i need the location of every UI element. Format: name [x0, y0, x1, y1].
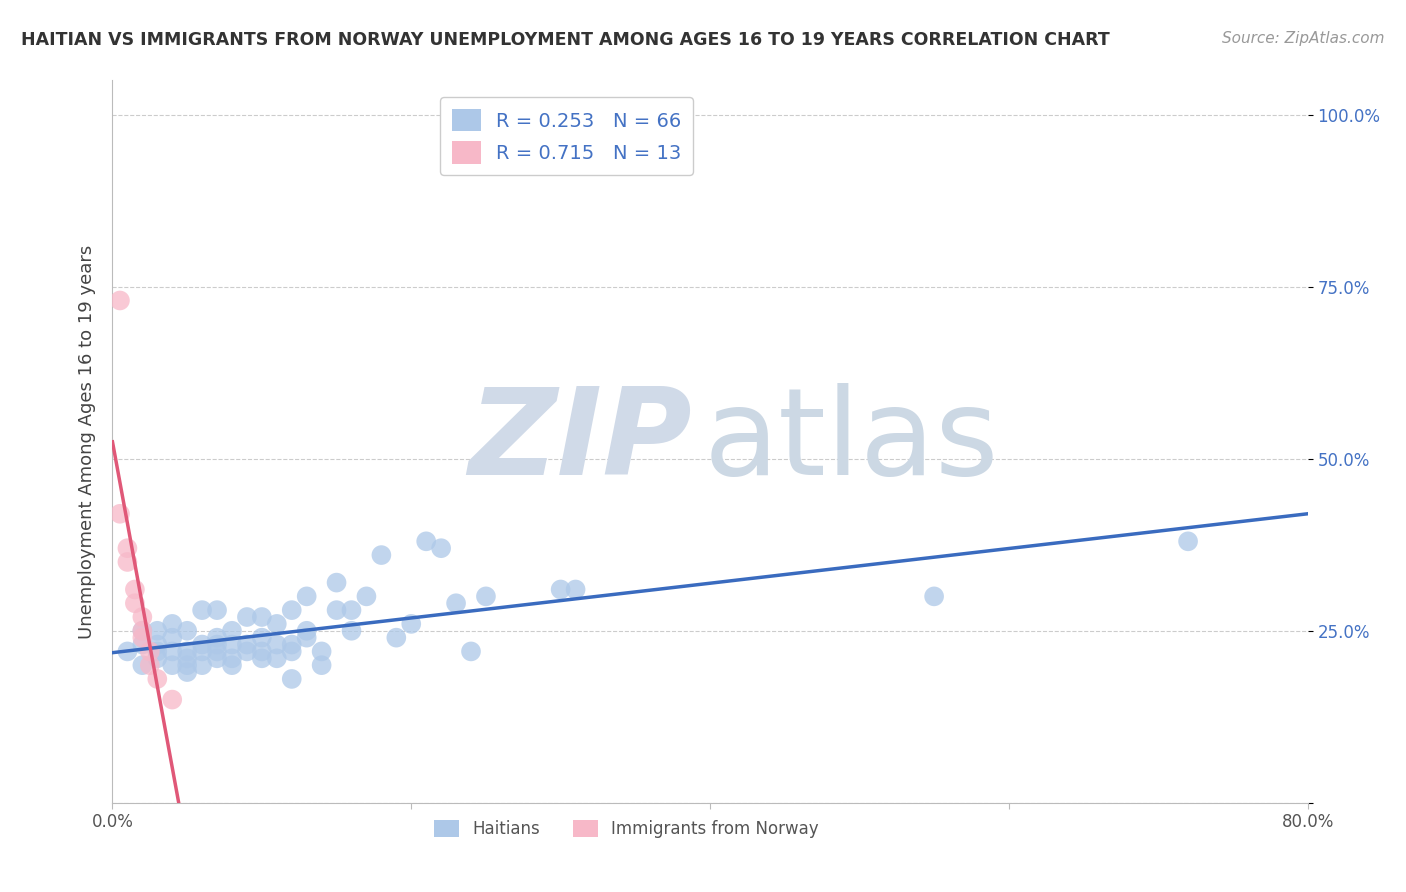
Point: [139, 658, 162, 673]
Point: [311, 644, 333, 658]
Point: [460, 644, 482, 658]
Text: ZIP: ZIP: [468, 383, 692, 500]
Point: [191, 644, 214, 658]
Point: [162, 692, 183, 706]
Point: [475, 590, 498, 604]
Text: HAITIAN VS IMMIGRANTS FROM NORWAY UNEMPLOYMENT AMONG AGES 16 TO 19 YEARS CORRELA: HAITIAN VS IMMIGRANTS FROM NORWAY UNEMPL…: [21, 31, 1109, 49]
Point: [221, 658, 243, 673]
Point: [295, 624, 318, 638]
Point: [295, 590, 318, 604]
Point: [266, 638, 288, 652]
Point: [146, 672, 169, 686]
Point: [205, 631, 228, 645]
Point: [236, 610, 259, 624]
Point: [250, 631, 273, 645]
Point: [146, 651, 169, 665]
Point: [444, 596, 467, 610]
Point: [550, 582, 572, 597]
Point: [236, 638, 259, 652]
Point: [250, 610, 273, 624]
Point: [401, 616, 423, 631]
Point: [205, 651, 228, 665]
Point: [124, 582, 146, 597]
Point: [281, 644, 304, 658]
Point: [131, 624, 153, 638]
Point: [162, 644, 183, 658]
Point: [162, 658, 183, 673]
Point: [250, 644, 273, 658]
Point: [146, 644, 169, 658]
Point: [146, 638, 169, 652]
Point: [370, 548, 392, 562]
Point: [205, 638, 228, 652]
Point: [281, 638, 304, 652]
Point: [108, 507, 131, 521]
Point: [146, 624, 169, 638]
Point: [340, 603, 363, 617]
Point: [117, 541, 139, 556]
Point: [205, 603, 228, 617]
Point: [176, 658, 198, 673]
Text: Source: ZipAtlas.com: Source: ZipAtlas.com: [1222, 31, 1385, 46]
Point: [176, 644, 198, 658]
Point: [325, 603, 347, 617]
Point: [191, 603, 214, 617]
Point: [108, 293, 131, 308]
Point: [340, 624, 363, 638]
Point: [176, 624, 198, 638]
Point: [131, 658, 153, 673]
Point: [311, 658, 333, 673]
Point: [430, 541, 453, 556]
Point: [922, 590, 945, 604]
Point: [281, 603, 304, 617]
Point: [295, 631, 318, 645]
Point: [131, 624, 153, 638]
Legend: Haitians, Immigrants from Norway: Haitians, Immigrants from Norway: [427, 814, 825, 845]
Point: [266, 616, 288, 631]
Point: [385, 631, 408, 645]
Point: [191, 638, 214, 652]
Point: [564, 582, 586, 597]
Point: [325, 575, 347, 590]
Text: atlas: atlas: [704, 383, 1000, 500]
Point: [191, 658, 214, 673]
Point: [176, 651, 198, 665]
Point: [236, 644, 259, 658]
Y-axis label: Unemployment Among Ages 16 to 19 years: Unemployment Among Ages 16 to 19 years: [77, 244, 96, 639]
Point: [221, 624, 243, 638]
Point: [162, 631, 183, 645]
Point: [266, 651, 288, 665]
Point: [205, 644, 228, 658]
Point: [131, 610, 153, 624]
Point: [117, 644, 139, 658]
Point: [176, 665, 198, 679]
Point: [221, 638, 243, 652]
Point: [162, 616, 183, 631]
Point: [1177, 534, 1199, 549]
Point: [124, 596, 146, 610]
Point: [356, 590, 378, 604]
Point: [139, 644, 162, 658]
Point: [117, 555, 139, 569]
Point: [250, 651, 273, 665]
Point: [131, 631, 153, 645]
Point: [415, 534, 437, 549]
Point: [281, 672, 304, 686]
Point: [131, 638, 153, 652]
Point: [221, 651, 243, 665]
